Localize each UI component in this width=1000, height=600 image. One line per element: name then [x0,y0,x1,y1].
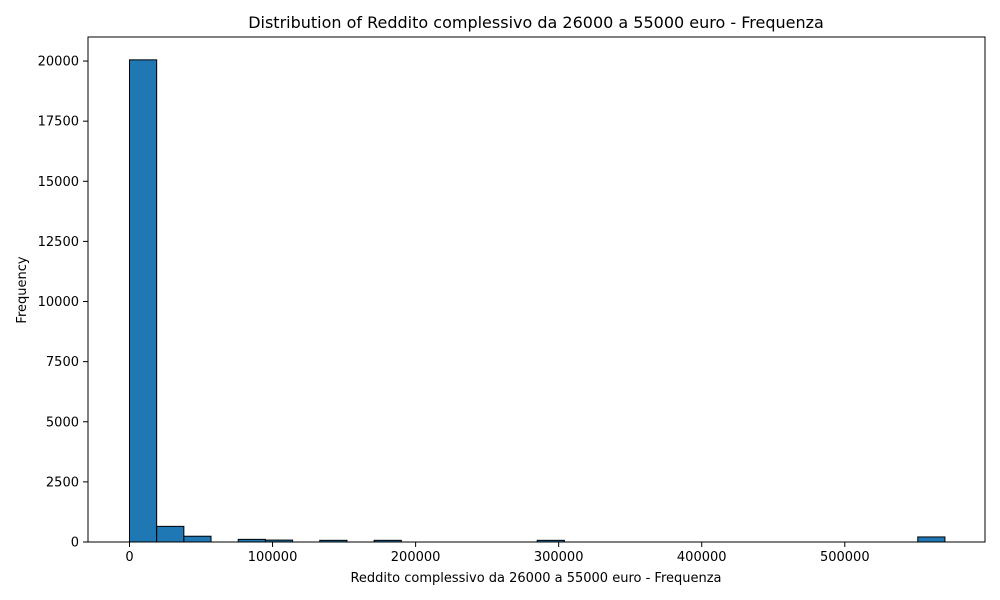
y-tick-label: 10000 [38,295,79,310]
plot-frame [87,36,986,543]
histogram-bar [917,536,946,543]
x-axis-label: Reddito complessivo da 26000 a 55000 eur… [350,571,721,586]
x-tick-label: 200000 [391,550,441,565]
x-tick-label: 0 [125,550,133,565]
x-axis-ticks: 0 100000 200000 300000 400000 500000 [125,542,870,565]
y-tick-label: 20000 [38,55,79,70]
y-tick-label: 17500 [38,115,79,130]
x-tick-label: 300000 [534,550,584,565]
histogram-bar [128,59,158,543]
histogram-bar [156,525,185,543]
chart-title: Distribution of Reddito complessivo da 2… [248,13,824,32]
y-axis-ticks: 0 2500 5000 7500 10000 12500 15000 17500 20000 [38,55,88,551]
y-tick-label: 7500 [46,355,79,370]
y-axis-label: Frequency [15,256,30,323]
histogram-bar [183,535,212,543]
y-tick-label: 0 [71,536,79,551]
y-tick-label: 5000 [46,415,79,430]
x-tick-label: 400000 [677,550,727,565]
y-tick-label: 15000 [38,175,79,190]
x-tick-label: 100000 [248,550,298,565]
x-tick-label: 500000 [820,550,870,565]
y-tick-label: 2500 [46,475,79,490]
bars-group [128,59,946,543]
y-tick-label: 12500 [38,235,79,250]
